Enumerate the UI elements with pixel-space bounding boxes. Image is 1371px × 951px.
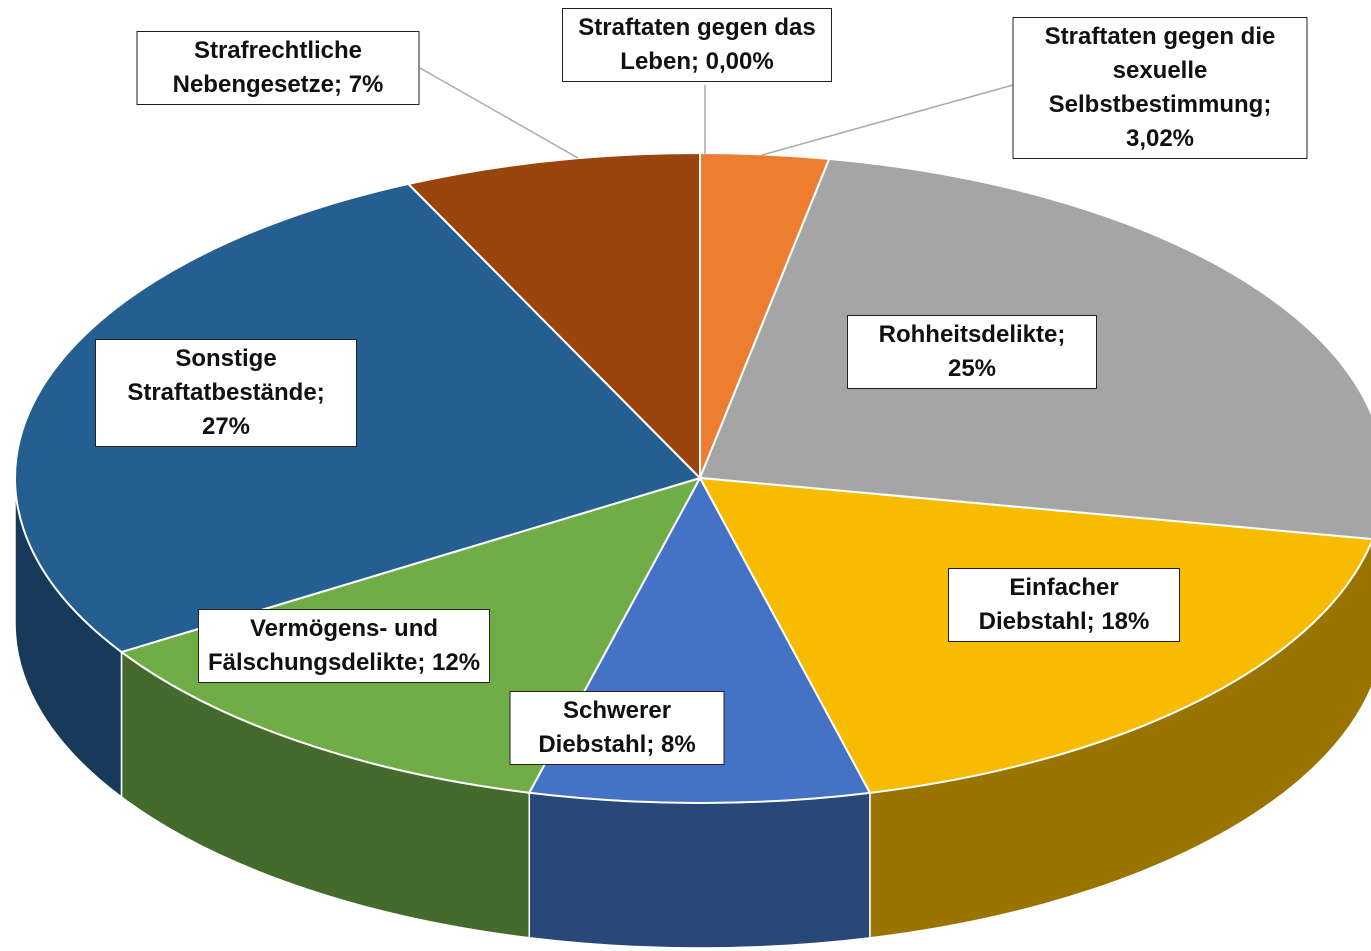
data-label: Einfacher Diebstahl; 18% [948, 568, 1180, 642]
slice-side [528, 791, 871, 949]
label-name: Einfacher Diebstahl; [978, 574, 1119, 635]
leader-line [419, 67, 579, 159]
data-label: Straftaten gegen das Leben; 0,00% [562, 8, 832, 82]
label-value: 18% [1101, 608, 1150, 635]
label-value: 27% [201, 413, 251, 440]
label-name: Strafrechtliche Nebengesetze; [172, 37, 363, 98]
label-name: Vermögens- und Fälschungsdelikte; [207, 615, 439, 676]
label-value: 25% [947, 355, 997, 382]
slice [406, 151, 701, 481]
label-value: 7% [348, 71, 384, 98]
data-label: Sonstige Straftatbestände; 27% [95, 339, 357, 447]
label-value: 0,00% [705, 48, 774, 75]
data-label: Rohheitsdelikte; 25% [847, 315, 1097, 389]
data-label: Schwerer Diebstahl; 8% [509, 691, 725, 765]
data-label: Vermögens- und Fälschungsdelikte; 12% [198, 609, 490, 683]
slice [14, 182, 702, 654]
data-label: Straftaten gegen die sexuelle Selbstbest… [1012, 17, 1308, 159]
label-name: Sonstige Straftatbestände; [127, 345, 325, 406]
label-value: 12% [432, 649, 481, 676]
label-name: Straftaten gegen die sexuelle Selbstbest… [1044, 23, 1276, 118]
label-name: Straftaten gegen das Leben; [578, 14, 816, 75]
label-value: 8% [661, 731, 696, 758]
label-name: Rohheitsdelikte; [878, 321, 1066, 348]
data-label: Strafrechtliche Nebengesetze; 7% [136, 31, 420, 105]
label-value: 3,02% [1125, 125, 1195, 152]
label-name: Schwerer Diebstahl; [538, 697, 672, 758]
leader-line [761, 84, 1014, 156]
